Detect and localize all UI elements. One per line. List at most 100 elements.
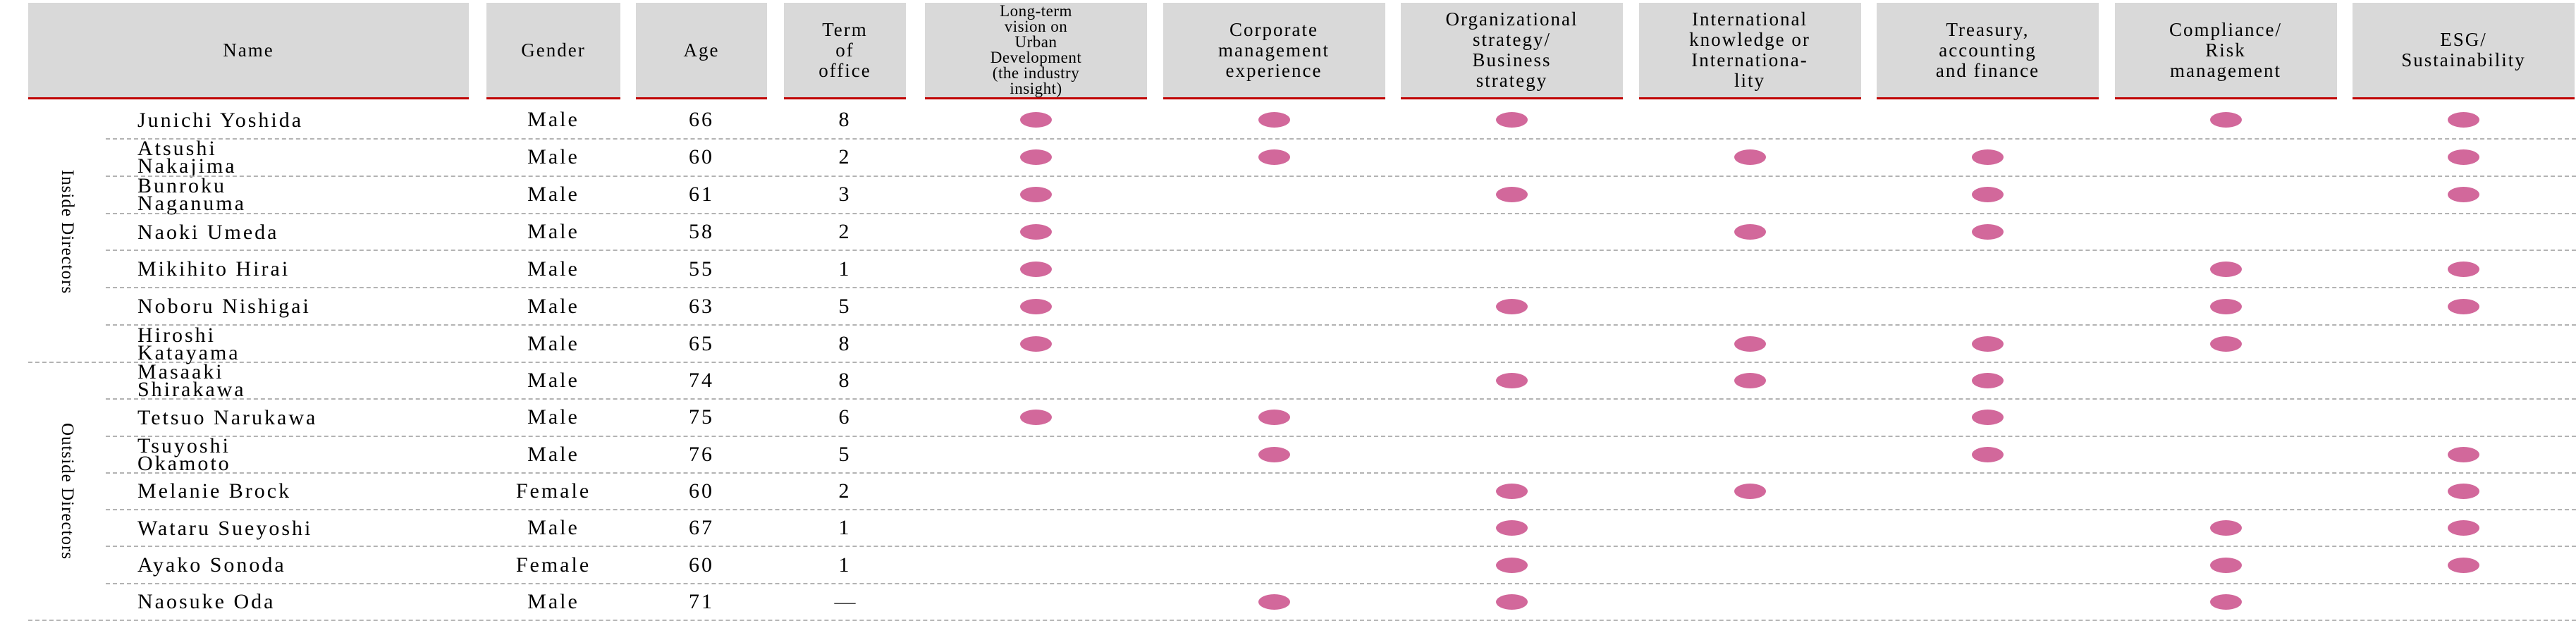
skill-cell-treasury-accounting-finance bbox=[1877, 326, 2099, 362]
table-header-row: Name Gender Age Term of office Long-term… bbox=[0, 0, 2576, 102]
skill-dot bbox=[1258, 446, 1290, 462]
skill-cell-corporate-management bbox=[1163, 177, 1385, 213]
skill-cell-treasury-accounting-finance bbox=[1877, 288, 2099, 324]
column-header-corporate-management: Corporate management experience bbox=[1163, 3, 1385, 99]
age-cell: 60 bbox=[689, 145, 714, 169]
skill-dot bbox=[1496, 483, 1528, 499]
skill-cell-corporate-management bbox=[1163, 437, 1385, 472]
skill-dot bbox=[1972, 224, 2004, 240]
skill-cell-compliance-risk bbox=[2115, 251, 2337, 287]
director-name-cell: Hiroshi Katayama bbox=[137, 323, 240, 364]
skill-cell-treasury-accounting-finance bbox=[1877, 251, 2099, 287]
skill-cell-corporate-management bbox=[1163, 363, 1385, 398]
director-name-cell: Bunroku Naganuma bbox=[137, 174, 246, 216]
skill-dot bbox=[1496, 520, 1528, 536]
column-header-international-knowledge: International knowledge or Internationa-… bbox=[1638, 3, 1861, 99]
skill-dot bbox=[1972, 410, 2004, 426]
skill-cell-esg-sustainability bbox=[2353, 140, 2575, 176]
skill-cell-international-knowledge bbox=[1639, 102, 1861, 138]
skill-cell-international-knowledge bbox=[1639, 140, 1861, 176]
skill-cell-long-term-vision bbox=[925, 474, 1147, 509]
skill-cell-compliance-risk bbox=[2115, 102, 2337, 138]
director-name-cell: Masaaki Shirakawa bbox=[137, 360, 246, 402]
age-cell: 60 bbox=[689, 479, 714, 503]
column-header-compliance-risk: Compliance/ Risk management bbox=[2114, 3, 2337, 99]
skill-cell-corporate-management bbox=[1163, 584, 1385, 620]
column-header-treasury-accounting-finance: Treasury, accounting and finance bbox=[1877, 3, 2099, 99]
director-group-inside-directors: Inside Directors Junichi Yoshida Male 66 8 At… bbox=[28, 102, 2576, 364]
skill-dot bbox=[1496, 187, 1528, 203]
director-row: Tsuyoshi Okamoto Male 76 5 bbox=[106, 434, 2576, 475]
director-name-cell: Tsuyoshi Okamoto bbox=[137, 434, 231, 475]
age-cell: 66 bbox=[689, 108, 714, 132]
skill-cell-esg-sustainability bbox=[2353, 510, 2575, 546]
skill-dot bbox=[2448, 261, 2479, 277]
skill-dot bbox=[2209, 336, 2242, 352]
director-name-cell: Ayako Sonoda bbox=[137, 553, 286, 577]
skill-dot bbox=[1496, 557, 1528, 573]
skill-cell-corporate-management bbox=[1163, 140, 1385, 176]
skill-cell-treasury-accounting-finance bbox=[1877, 214, 2099, 250]
skill-cell-treasury-accounting-finance bbox=[1877, 547, 2099, 582]
age-cell: 67 bbox=[689, 516, 714, 540]
age-cell: 75 bbox=[689, 405, 714, 429]
gender-cell: Male bbox=[527, 183, 579, 207]
skill-cell-compliance-risk bbox=[2115, 474, 2337, 509]
column-header-age: Age bbox=[636, 3, 767, 99]
skill-cell-compliance-risk bbox=[2115, 177, 2337, 213]
skill-cell-organizational-strategy bbox=[1401, 251, 1623, 287]
director-group-outside-directors: Outside Directors Masaaki Shirakawa Male 74… bbox=[28, 362, 2576, 621]
skill-cell-organizational-strategy bbox=[1401, 326, 1623, 362]
skill-cell-treasury-accounting-finance bbox=[1877, 584, 2099, 620]
skill-cell-organizational-strategy bbox=[1401, 437, 1623, 472]
skill-cell-long-term-vision bbox=[925, 214, 1147, 250]
term-cell: 8 bbox=[838, 108, 852, 132]
skill-dot bbox=[2448, 520, 2479, 536]
term-cell: 2 bbox=[838, 220, 852, 243]
skill-cell-esg-sustainability bbox=[2353, 474, 2575, 509]
gender-cell: Male bbox=[527, 145, 579, 169]
skill-cell-long-term-vision bbox=[925, 102, 1147, 138]
skill-cell-long-term-vision bbox=[925, 140, 1147, 176]
skill-cell-corporate-management bbox=[1163, 547, 1385, 582]
skill-dot bbox=[2209, 557, 2242, 573]
group-label-text: Outside Directors bbox=[58, 422, 77, 560]
skill-cell-organizational-strategy bbox=[1401, 177, 1623, 213]
skill-cell-long-term-vision bbox=[925, 251, 1147, 287]
term-cell: 1 bbox=[838, 257, 852, 281]
skill-cell-corporate-management bbox=[1163, 102, 1385, 138]
skill-cell-organizational-strategy bbox=[1401, 547, 1623, 582]
skill-dot bbox=[1734, 336, 1766, 352]
skill-cell-treasury-accounting-finance bbox=[1877, 102, 2099, 138]
skill-cell-organizational-strategy bbox=[1401, 363, 1623, 398]
skill-cell-long-term-vision bbox=[925, 400, 1147, 435]
term-cell: 5 bbox=[838, 442, 852, 466]
gender-cell: Male bbox=[527, 108, 579, 132]
skill-dot bbox=[1734, 224, 1766, 240]
skill-dot bbox=[2448, 298, 2479, 314]
skill-dot bbox=[1020, 149, 1052, 166]
skill-cell-esg-sustainability bbox=[2353, 326, 2575, 362]
skill-cell-international-knowledge bbox=[1639, 363, 1861, 398]
skill-dot bbox=[1020, 336, 1052, 352]
gender-cell: Male bbox=[527, 331, 579, 355]
skill-dot bbox=[1496, 112, 1528, 128]
skill-cell-compliance-risk bbox=[2115, 400, 2337, 435]
skill-dot bbox=[1258, 410, 1290, 426]
group-label-text: Inside Directors bbox=[58, 169, 77, 295]
skill-cell-treasury-accounting-finance bbox=[1877, 363, 2099, 398]
age-cell: 76 bbox=[689, 442, 714, 466]
skill-cell-long-term-vision bbox=[925, 288, 1147, 324]
skill-dot bbox=[1496, 298, 1528, 314]
skill-cell-organizational-strategy bbox=[1401, 288, 1623, 324]
term-cell: 8 bbox=[838, 369, 852, 393]
skill-cell-compliance-risk bbox=[2115, 437, 2337, 472]
skill-cell-organizational-strategy bbox=[1401, 102, 1623, 138]
skill-cell-organizational-strategy bbox=[1401, 400, 1623, 435]
term-cell: 8 bbox=[838, 331, 852, 355]
age-cell: 63 bbox=[689, 294, 714, 318]
skill-dot bbox=[1258, 594, 1290, 610]
gender-cell: Female bbox=[515, 479, 591, 503]
gender-cell: Female bbox=[515, 553, 591, 577]
